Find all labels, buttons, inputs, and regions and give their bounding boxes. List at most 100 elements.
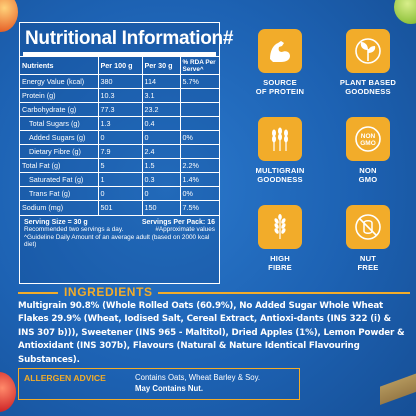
table-cell-per100: 10.3 — [97, 88, 142, 103]
ingredients-header: INGREDIENTS — [18, 285, 410, 300]
ingredients-text: Multigrain 90.8% (Whole Rolled Oats (60.… — [18, 301, 405, 365]
ingredients-rule-right — [158, 292, 410, 294]
green-apple-decoration — [394, 0, 416, 24]
allergen-box: ALLERGEN ADVICE Contains Oats, Wheat Bar… — [18, 368, 300, 400]
nutrition-title: Nutritional Information# — [20, 23, 233, 51]
badge-label-fibre-line2: FIBRE — [268, 263, 292, 272]
muscle-arm-icon — [270, 41, 290, 62]
nutrition-footer: Serving Size = 30 g Servings Per Pack: 1… — [20, 214, 219, 249]
table-cell-rda: 0% — [179, 130, 219, 145]
table-cell-per100: 0 — [97, 186, 142, 201]
multigrain-badge — [258, 117, 302, 161]
table-cell-per100: 1.3 — [97, 116, 142, 131]
badge-label-protein: SOURCE OF PROTEIN — [242, 78, 318, 96]
badge-label-protein-line2: OF PROTEIN — [255, 87, 305, 96]
table-cell-per30: 2.4 — [141, 144, 180, 159]
high-fibre-badge — [258, 205, 302, 249]
header-per-100g: Per 100 g — [97, 56, 142, 75]
table-cell-name: Saturated Fat (g) — [20, 172, 98, 187]
allergen-may-contain: May Contains Nut. — [135, 384, 204, 393]
table-row: Dietary Fibre (g) 7.9 2.4 — [20, 144, 219, 159]
table-row: Protein (g) 10.3 3.1 — [20, 88, 219, 103]
table-row: Carbohydrate (g) 77.3 23.2 — [20, 102, 219, 117]
apple-decoration — [0, 0, 18, 32]
table-cell-per30: 23.2 — [141, 102, 180, 117]
plant-based-badge — [346, 29, 390, 73]
badge-label-nut-free-line1: NUT — [359, 254, 377, 263]
non-gmo-icon-text1: NON — [361, 133, 376, 140]
table-cell-name: Sodium (mg) — [20, 200, 98, 215]
wheat-fibre-icon — [274, 214, 286, 239]
table-header-row: Nutrients Per 100 g Per 30 g % RDA Per S… — [20, 56, 219, 75]
non-gmo-badge: NON GMO — [346, 117, 390, 161]
table-cell-name: Carbohydrate (g) — [20, 102, 98, 117]
multigrain-icon — [272, 127, 288, 151]
badge-label-nut-free-line2: FREE — [357, 263, 379, 272]
table-cell-name: Total Sugars (g) — [20, 116, 98, 131]
nutrition-title-text: Nutritional Information — [25, 28, 223, 49]
table-cell-name: Added Sugars (g) — [20, 130, 98, 145]
table-row: Added Sugars (g) 0 0 0% — [20, 130, 219, 145]
header-rda: % RDA Per Serve^ — [179, 56, 219, 75]
source-of-protein-badge — [258, 29, 302, 73]
table-cell-rda — [179, 102, 219, 117]
badge-label-fibre-line1: HIGH — [270, 254, 290, 263]
table-cell-per30: 150 — [141, 200, 180, 215]
table-row: Saturated Fat (g) 1 0.3 1.4% — [20, 172, 219, 187]
non-gmo-icon-text2: GMO — [360, 140, 376, 147]
badge-label-plant-line2: GOODNESS — [345, 87, 391, 96]
badge-label-plant-line1: PLANT BASED — [339, 78, 397, 87]
table-cell-name: Protein (g) — [20, 88, 98, 103]
approximate-note: #Approximate values — [155, 226, 215, 234]
table-cell-per30: 1.5 — [141, 158, 180, 173]
ingredients-title: INGREDIENTS — [64, 285, 153, 299]
table-cell-per30: 0.4 — [141, 116, 180, 131]
badge-label-non-gmo: NON GMO — [330, 166, 406, 184]
badge-label-multigrain-line2: GOODNESS — [257, 175, 303, 184]
table-cell-rda — [179, 144, 219, 159]
allergen-text: Contains Oats, Wheat Barley & Soy. May C… — [135, 372, 260, 394]
table-cell-per100: 380 — [97, 74, 142, 89]
nutrition-table: Nutrients Per 100 g Per 30 g % RDA Per S… — [20, 56, 219, 215]
table-row: Total Fat (g) 5 1.5 2.2% — [20, 158, 219, 173]
badge-label-plant: PLANT BASED GOODNESS — [330, 78, 406, 96]
table-cell-rda: 5.7% — [179, 74, 219, 89]
nutrition-title-mark: # — [222, 28, 234, 49]
table-cell-name: Energy Value (kcal) — [20, 74, 98, 89]
badge-label-fibre: HIGH FIBRE — [242, 254, 318, 272]
allergen-contains: Contains Oats, Wheat Barley & Soy. — [135, 373, 261, 382]
table-cell-rda: 2.2% — [179, 158, 219, 173]
wheat-decoration — [380, 368, 416, 416]
table-cell-per100: 5 — [97, 158, 142, 173]
allergen-label: ALLERGEN ADVICE — [24, 373, 106, 383]
header-nutrients: Nutrients — [20, 56, 98, 75]
table-cell-rda: 1.4% — [179, 172, 219, 187]
leaf-sprout-icon — [355, 38, 381, 64]
nut-free-icon — [355, 214, 381, 240]
table-cell-rda: 0% — [179, 186, 219, 201]
table-cell-per100: 1 — [97, 172, 142, 187]
table-cell-per100: 7.9 — [97, 144, 142, 159]
table-cell-rda — [179, 88, 219, 103]
guideline-note: ^Guideline Daily Amount of an average ad… — [24, 233, 210, 249]
table-cell-per30: 114 — [141, 74, 180, 89]
table-cell-per100: 501 — [97, 200, 142, 215]
non-gmo-icon: NON GMO — [355, 126, 381, 152]
recommendation-note: Recommended two servings a day. — [24, 226, 124, 234]
serving-size: Serving Size = 30 g — [24, 218, 88, 226]
badge-label-multigrain: MULTIGRAIN GOODNESS — [242, 166, 318, 184]
table-cell-name: Total Fat (g) — [20, 158, 98, 173]
table-cell-per30: 0 — [141, 186, 180, 201]
table-cell-per30: 0.3 — [141, 172, 180, 187]
badge-label-nut-free: NUT FREE — [330, 254, 406, 272]
table-row: Sodium (mg) 501 150 7.5% — [20, 200, 219, 215]
header-per-30g: Per 30 g — [141, 56, 180, 75]
table-cell-per100: 0 — [97, 130, 142, 145]
table-cell-rda: 7.5% — [179, 200, 219, 215]
table-row: Total Sugars (g) 1.3 0.4 — [20, 116, 219, 131]
table-cell-name: Trans Fat (g) — [20, 186, 98, 201]
title-rule — [23, 52, 216, 56]
ingredients-rule-left — [18, 292, 58, 294]
table-cell-per30: 3.1 — [141, 88, 180, 103]
table-cell-name: Dietary Fibre (g) — [20, 144, 98, 159]
